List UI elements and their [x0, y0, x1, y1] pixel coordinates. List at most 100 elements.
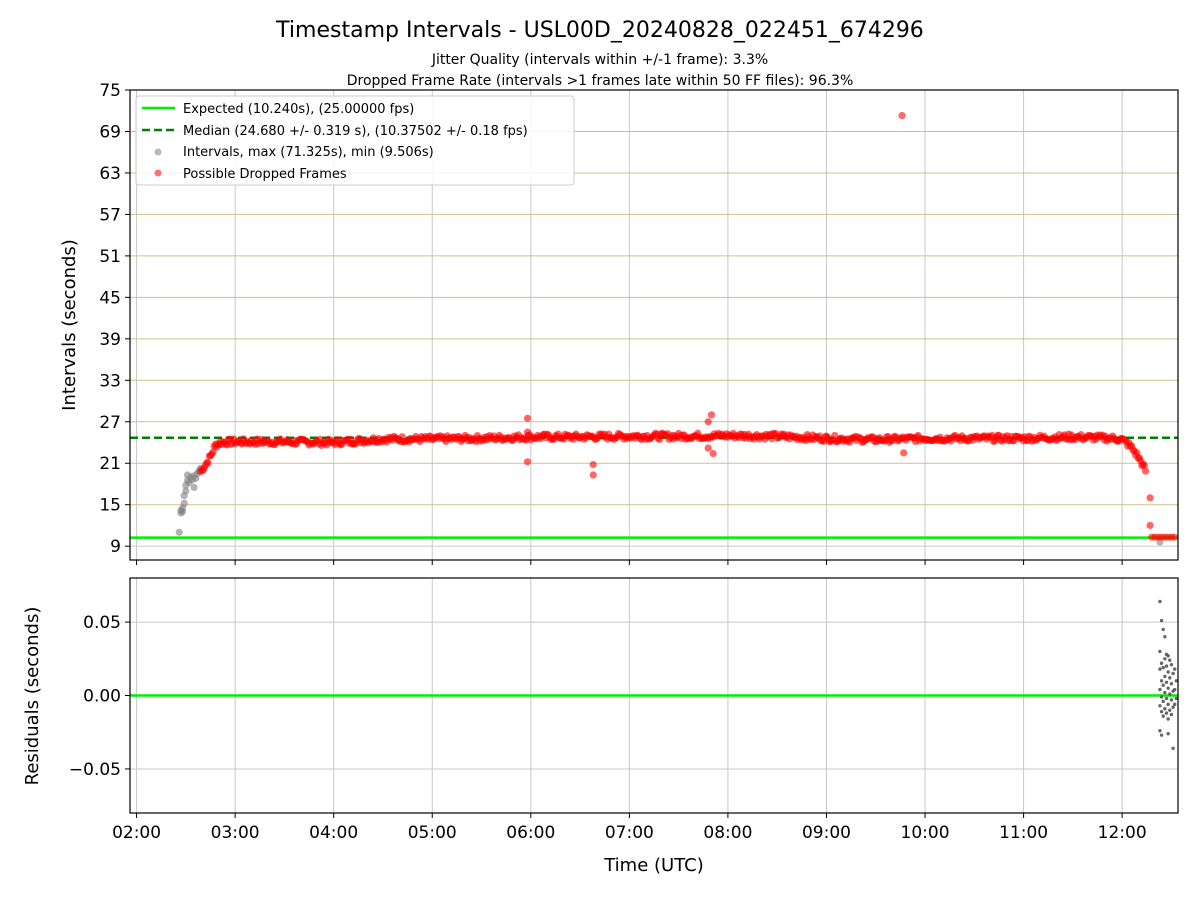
intervals-legend: Expected (10.240s), (25.00000 fps) Media… — [135, 95, 575, 186]
residual-point — [1169, 682, 1174, 686]
x-tick-label: 02:00 — [112, 823, 161, 843]
dropped-frame-point — [1171, 533, 1178, 541]
residuals-points — [1158, 599, 1178, 751]
residual-point — [1171, 671, 1175, 676]
intervals-y-tick-label: 75 — [99, 81, 121, 101]
residual-point — [1166, 731, 1170, 736]
residual-point — [1161, 714, 1165, 718]
x-tick-label: 07:00 — [605, 823, 654, 843]
residual-point — [1158, 704, 1162, 708]
residual-point — [1173, 667, 1177, 671]
residual-point — [1158, 667, 1162, 671]
intervals-y-tick-label: 69 — [99, 122, 121, 142]
intervals-y-tick-label: 9 — [110, 537, 121, 557]
intervals-y-tick-label: 15 — [99, 496, 121, 516]
residual-point — [1164, 696, 1169, 701]
residual-point — [1163, 657, 1167, 661]
chart-title: Timestamp Intervals - USL00D_20240828_02… — [275, 18, 924, 43]
intervals-y-tick-label: 57 — [99, 205, 121, 225]
residual-point — [1163, 707, 1167, 711]
chart-subtitle-jitter: Jitter Quality (intervals within +/-1 fr… — [431, 52, 768, 68]
residual-point — [1166, 686, 1170, 690]
intervals-axis: 9 15 21 27 33 39 45 51 57 63 69 75 — [99, 81, 1123, 565]
residual-point — [1171, 705, 1175, 709]
intervals-y-axis-label: Intervals (seconds) — [59, 239, 80, 411]
residual-point — [1166, 702, 1170, 707]
intervals-y-tick-label: 21 — [99, 454, 121, 474]
residual-point — [1173, 702, 1177, 707]
residuals-panel: 02:00 03:00 04:00 05:00 06:00 07:00 08:00 09:00… — [22, 577, 1179, 876]
residual-point — [1173, 687, 1177, 692]
dropped-frame-point — [900, 449, 908, 457]
residual-point — [1166, 654, 1170, 658]
x-tick-label: 04:00 — [309, 823, 358, 843]
x-tick-label: 03:00 — [211, 823, 260, 843]
residual-point — [1159, 661, 1164, 665]
interval-point — [190, 483, 198, 492]
dropped-frame-point — [831, 431, 839, 440]
dropped-frame-point — [1146, 521, 1154, 530]
residual-point — [1159, 733, 1164, 737]
residual-point — [1168, 708, 1172, 712]
x-tick-label: 11:00 — [999, 823, 1048, 843]
residual-point — [1158, 599, 1162, 604]
residual-point — [1168, 692, 1172, 696]
dropped-frame-point — [709, 449, 717, 458]
x-tick-label: 05:00 — [408, 823, 457, 843]
residual-point — [1163, 635, 1167, 639]
dropped-frame-point — [1140, 461, 1148, 470]
dropped-frame-point — [523, 428, 532, 436]
residual-point — [1168, 676, 1172, 680]
residual-point — [1161, 683, 1165, 687]
residual-point — [1158, 687, 1162, 692]
residual-point — [1161, 627, 1165, 632]
residual-point — [1169, 712, 1174, 717]
dropped-frame-point — [209, 448, 217, 456]
dropped-frame-point — [704, 418, 712, 426]
residual-point — [1169, 698, 1174, 702]
residual-point — [1159, 709, 1164, 714]
interval-point — [182, 487, 190, 495]
intervals-y-tick-label: 45 — [99, 288, 121, 308]
residual-point — [1164, 711, 1169, 715]
residual-point — [1159, 679, 1164, 683]
residual-point — [1164, 680, 1169, 684]
residual-point — [1166, 670, 1170, 674]
dropped-frame-point — [704, 444, 712, 452]
x-tick-label: 10:00 — [901, 823, 950, 843]
residual-point — [1159, 618, 1164, 623]
legend-median-label: Median (24.680 +/- 0.319 s), (10.37502 +… — [183, 124, 528, 139]
dropped-frame-point — [523, 414, 532, 422]
dropped-frame-point — [1146, 494, 1154, 502]
residual-point — [1159, 695, 1164, 699]
dropped-frame-point — [523, 458, 532, 466]
intervals-plot-frame — [129, 89, 1179, 561]
residuals-y-tick-label: −0.05 — [69, 760, 121, 780]
x-axis-label: Time (UTC) — [603, 855, 704, 876]
legend-intervals-swatch — [154, 148, 162, 156]
residual-point — [1171, 746, 1175, 751]
dropped-frame-point — [204, 459, 212, 467]
residual-point — [1166, 717, 1170, 721]
intervals-panel: 9 15 21 27 33 39 45 51 57 63 69 75 Intervals (secon… — [59, 81, 1179, 565]
dropped-frame-point — [898, 111, 906, 120]
residual-point — [1163, 690, 1167, 695]
legend-intervals-label: Intervals, max (71.325s), min (9.506s) — [183, 145, 434, 160]
legend-dropped-label: Possible Dropped Frames — [183, 167, 347, 182]
residuals-y-tick-label: 0.05 — [83, 613, 121, 633]
chart-subtitle-dropped: Dropped Frame Rate (intervals >1 frames … — [347, 73, 854, 89]
intervals-y-tick-label: 39 — [99, 330, 121, 350]
x-tick-label: 12:00 — [1098, 823, 1147, 843]
x-tick-label: 08:00 — [703, 823, 752, 843]
legend-frame — [135, 95, 575, 186]
residual-point — [1161, 665, 1165, 670]
x-tick-label: 06:00 — [506, 823, 555, 843]
residuals-y-tick-label: 0.00 — [83, 687, 121, 707]
residual-point — [1169, 662, 1174, 667]
intervals-points — [175, 111, 1178, 546]
residual-point — [1164, 664, 1169, 668]
intervals-y-tick-label: 51 — [99, 247, 121, 267]
dropped-frame-point — [1141, 467, 1150, 475]
intervals-y-tick-label: 63 — [99, 164, 121, 184]
